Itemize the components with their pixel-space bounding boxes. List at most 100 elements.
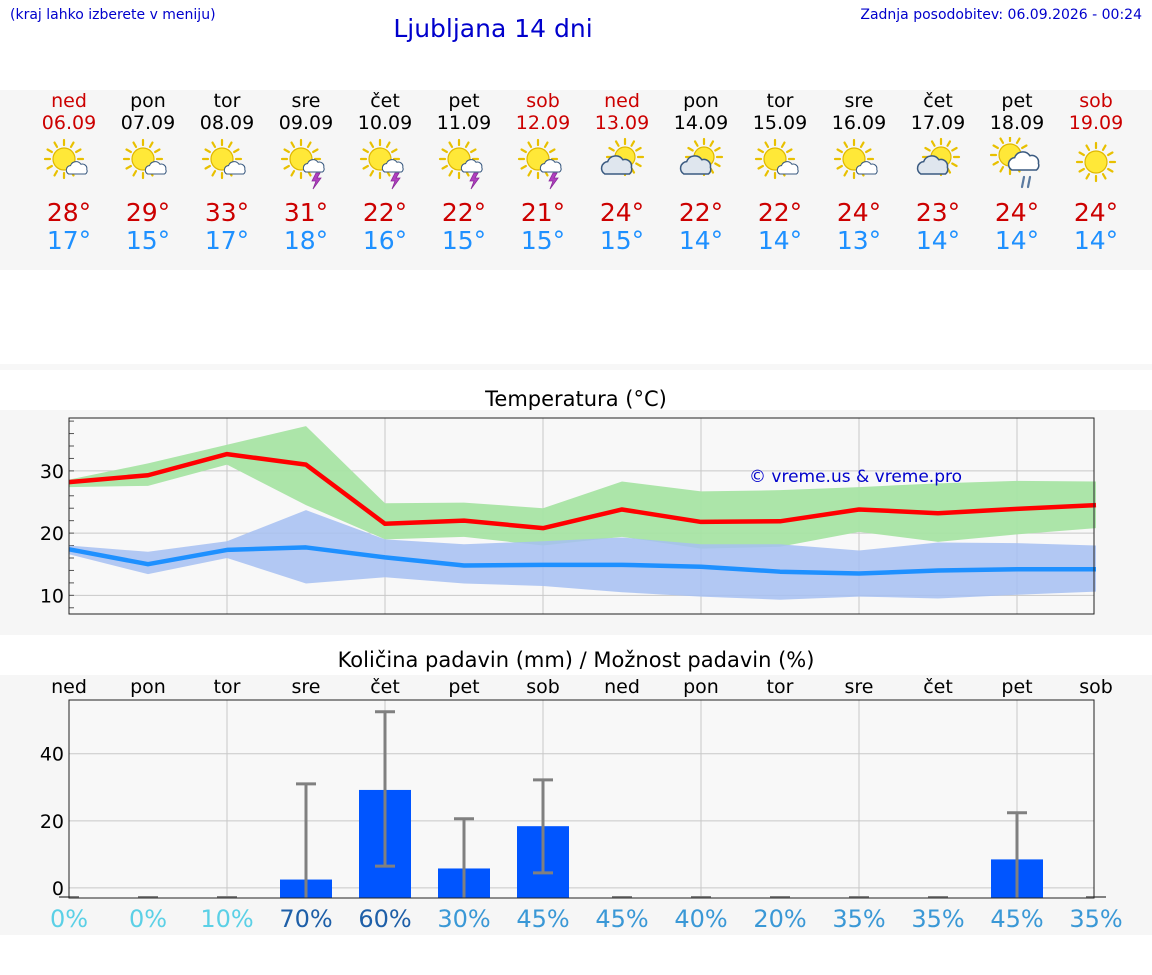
day-column: tor 15.09 22° 14° <box>741 90 819 255</box>
day-column: pet 18.09 24° 14° <box>978 90 1056 255</box>
min-temperature: 15° <box>441 226 487 255</box>
min-temperature-range-band <box>69 510 1096 600</box>
min-temperature-line <box>68 545 1096 576</box>
day-date: 06.09 <box>41 112 97 134</box>
min-temperature: 14° <box>1073 226 1119 255</box>
sun-thunderstorm-icon <box>517 138 562 190</box>
day-date: 19.09 <box>1068 112 1124 134</box>
day-date: 09.09 <box>278 112 334 134</box>
day-label: ned <box>604 676 640 698</box>
max-temperature: 28° <box>46 198 92 227</box>
day-label: pet <box>448 676 479 698</box>
day-label: tor <box>767 676 794 698</box>
day-column: pet 11.09 22° 15° <box>425 90 503 255</box>
day-date: 13.09 <box>594 112 650 134</box>
cloudy-sun-icon <box>679 137 724 177</box>
temperature-chart-title: Temperatura (°C) <box>485 387 667 411</box>
cloud-shape <box>600 155 633 175</box>
day-label: pon <box>130 676 166 698</box>
precipitation-probability-label: 45% <box>516 905 569 933</box>
max-temperature: 24° <box>1073 198 1119 227</box>
sun-thunderstorm-icon <box>438 138 483 190</box>
cloud-shape <box>223 161 246 175</box>
sun-shape <box>833 138 875 180</box>
y-tick-label: 0 <box>52 878 64 900</box>
day-label: ned <box>51 676 87 698</box>
precipitation-probability-label: 20% <box>753 905 806 933</box>
day-name: tor <box>766 90 794 112</box>
max-temperature-line <box>68 451 1097 531</box>
sun-icon <box>1075 141 1117 183</box>
cloud-shape <box>381 159 404 173</box>
sun-partly-cloudy-icon <box>754 138 799 180</box>
day-column: sob 19.09 24° 14° <box>1057 90 1135 255</box>
precipitation-probability-label: 10% <box>200 905 253 933</box>
day-name: pet <box>448 90 480 112</box>
sun-thunderstorm-icon <box>280 138 325 190</box>
day-name: ned <box>604 90 640 112</box>
max-temperature: 24° <box>836 198 882 227</box>
sun-rain-icon <box>990 137 1040 189</box>
day-label: pon <box>683 676 719 698</box>
cloud-shape <box>460 159 483 173</box>
cloud-shape <box>916 155 949 175</box>
min-temperature: 14° <box>757 226 803 255</box>
precipitation-probability-label: 35% <box>832 905 885 933</box>
precipitation-chart-title: Količina padavin (mm) / Možnost padavin … <box>337 648 815 672</box>
day-name: sre <box>291 90 321 112</box>
min-temperature: 18° <box>283 226 329 255</box>
day-column: pon 07.09 29° 15° <box>109 90 187 255</box>
day-name: čet <box>370 90 400 112</box>
sun-shape <box>43 138 85 180</box>
max-temperature: 22° <box>362 198 408 227</box>
precipitation-chart: 0 20 40 ned pon tor sre čet pet sob ned pon tor sre če… <box>40 676 1123 933</box>
section-divider <box>0 364 1152 370</box>
day-name: sob <box>1079 90 1113 112</box>
day-name: pon <box>683 90 719 112</box>
max-temperature: 24° <box>599 198 645 227</box>
day-name: sob <box>526 90 560 112</box>
precipitation-probability-label: 60% <box>358 905 411 933</box>
day-date: 14.09 <box>673 112 729 134</box>
cloud-shape <box>65 161 88 175</box>
day-date: 18.09 <box>989 112 1045 134</box>
sun-thunderstorm-icon <box>359 138 404 190</box>
plot-frame <box>68 699 1095 899</box>
temperature-chart: 10 20 30 <box>40 417 1097 615</box>
day-label: čet <box>923 676 953 698</box>
day-name: tor <box>213 90 241 112</box>
day-column: ned 13.09 24° 15° <box>583 90 661 255</box>
sun-partly-cloudy-icon <box>43 138 88 180</box>
min-temperature: 15° <box>599 226 645 255</box>
day-label: tor <box>214 676 241 698</box>
location-menu-hint[interactable]: (kraj lahko izberete v meniju) <box>10 7 216 23</box>
precipitation-probability-label: 45% <box>990 905 1043 933</box>
cloudy-sun-icon <box>600 137 645 177</box>
min-temperature: 17° <box>46 226 92 255</box>
day-column: ned 06.09 28° 17° <box>30 90 108 255</box>
day-name: čet <box>923 90 953 112</box>
day-label: sre <box>845 676 874 698</box>
daily-forecast-panel: ned 06.09 28° 17° pon 07.09 29° 15° tor 08.09 33° 1… <box>0 90 1152 270</box>
day-date: 17.09 <box>910 112 966 134</box>
day-label: sob <box>1079 676 1113 698</box>
y-tick-label: 20 <box>40 523 64 545</box>
precipitation-probability-label: 45% <box>595 905 648 933</box>
min-temperature: 14° <box>994 226 1040 255</box>
page-title: Ljubljana 14 dni <box>393 14 593 43</box>
y-tick-label: 20 <box>40 811 64 833</box>
precipitation-probability-label: 35% <box>1069 905 1122 933</box>
precipitation-probability-label: 70% <box>279 905 332 933</box>
day-label: čet <box>370 676 400 698</box>
day-name: sre <box>844 90 874 112</box>
min-temperature: 16° <box>362 226 408 255</box>
max-temperature: 22° <box>757 198 803 227</box>
precipitation-probability-label: 0% <box>50 905 88 933</box>
day-label: sre <box>292 676 321 698</box>
day-column: tor 08.09 33° 17° <box>188 90 266 255</box>
max-temperature: 22° <box>441 198 487 227</box>
day-date: 12.09 <box>515 112 571 134</box>
last-updated: Zadnja posodobitev: 06.09.2026 - 00:24 <box>860 7 1142 23</box>
day-column: sre 09.09 31° 18° <box>267 90 345 255</box>
day-date: 07.09 <box>120 112 176 134</box>
